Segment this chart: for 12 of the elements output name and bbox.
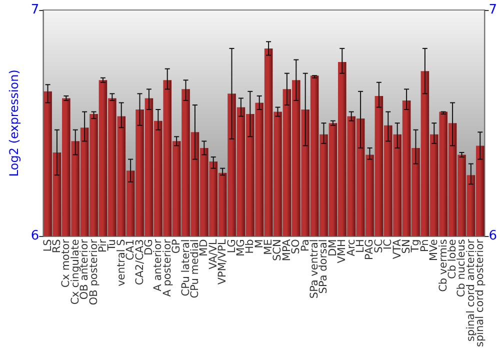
- x-tick-label: Tg: [410, 239, 422, 254]
- y-axis-title: Log2 (expression): [7, 70, 21, 177]
- x-tick-label: A posterior: [161, 238, 174, 297]
- y2-tick-label: 7: [488, 2, 498, 18]
- y2-tick-label: 6: [488, 228, 498, 244]
- x-tick-label: GP: [170, 239, 183, 254]
- x-tick-label: DG: [142, 239, 155, 256]
- x-tick-label: OB posterior: [88, 238, 100, 306]
- x-tick-label: RS: [50, 238, 63, 254]
- x-tick-label: Pa: [299, 239, 312, 252]
- x-tick-label: spinal cord posterior: [474, 238, 486, 348]
- x-tick-label: MVe: [428, 239, 440, 262]
